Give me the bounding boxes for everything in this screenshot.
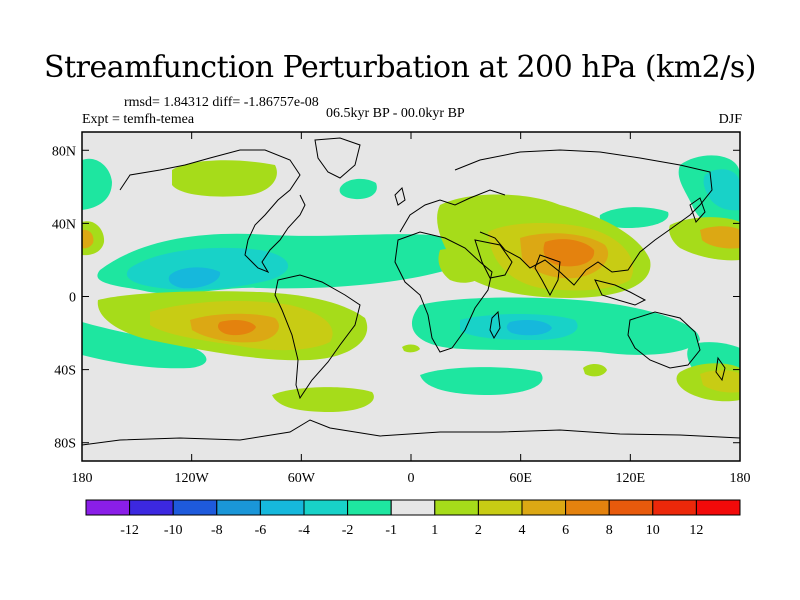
colorbar-label: 10 — [646, 523, 660, 538]
neg-region-tropical-pacific-center — [168, 267, 221, 289]
coastline-new-zealand — [715, 356, 726, 382]
coastlines — [82, 137, 740, 446]
x-tick-label: 180 — [730, 471, 751, 486]
pos-region-east-asia-jet-core — [700, 226, 740, 249]
colorbar-label: -1 — [385, 523, 397, 538]
coastline-north-america — [119, 149, 306, 274]
pos-region-north-america — [172, 160, 277, 197]
x-tick-label: 120E — [616, 471, 646, 486]
coastline-australia — [627, 311, 701, 369]
coastline-africa — [394, 231, 493, 353]
neg-region-south-indian-center — [506, 320, 552, 336]
colorbar-label: -10 — [164, 523, 183, 538]
colorbar-label: 6 — [562, 523, 569, 538]
colorbar-label: -4 — [298, 523, 310, 538]
colorbar-swatch — [390, 499, 436, 516]
pos-region-n-africa — [438, 248, 485, 283]
pos-region-south-indian-small — [583, 364, 607, 377]
colorbar-label: -2 — [342, 523, 354, 538]
x-tick-label: 180 — [72, 471, 93, 486]
colorbar-swatch — [85, 499, 131, 516]
coastline-antarctica — [82, 419, 740, 446]
colorbar-swatch — [216, 499, 261, 516]
colorbar-swatch — [172, 499, 218, 516]
neg-region-east-asia-core — [703, 169, 740, 211]
colorbar-swatch — [434, 499, 479, 516]
period-label: 06.5kyr BP - 00.0kyr BP — [326, 106, 465, 121]
colorbar-swatch — [608, 499, 654, 516]
x-tick-label: 0 — [408, 471, 415, 486]
neg-region-southern-ocean — [420, 367, 543, 395]
coastline-arabia — [474, 239, 513, 279]
y-tick-label: 80S — [54, 437, 76, 452]
y-tick-label: 0 — [69, 291, 76, 306]
contour-fields — [82, 155, 740, 412]
pos-region-west-pac-tropic-core — [82, 229, 94, 249]
pos-region-south-pacific-core — [218, 319, 256, 336]
pos-region-south-indian-small2 — [402, 344, 420, 353]
y-tick-label: 80N — [52, 144, 76, 159]
colorbar-label: -12 — [120, 523, 139, 538]
y-tick-label: 40S — [54, 364, 76, 379]
x-tick-label: 60E — [509, 471, 532, 486]
pos-region-south-atlantic — [272, 387, 374, 412]
colorbar-swatch — [347, 499, 392, 516]
colorbar-label: -8 — [211, 523, 223, 538]
experiment-label: Expt = temfh-temea — [82, 112, 195, 127]
colorbar-label: 4 — [519, 523, 526, 538]
colorbar-swatch — [129, 499, 174, 516]
coastline-india — [534, 254, 561, 297]
chart-title: Streamfunction Perturbation at 200 hPa (… — [44, 50, 756, 85]
pos-region-asia-core — [543, 239, 595, 267]
colorbar-label: 2 — [475, 523, 482, 538]
pos-region-australia-core — [700, 370, 740, 393]
coastline-japan — [689, 197, 706, 223]
x-axis-ticks: 180 120W 60W 0 60E 120E 180 — [72, 132, 751, 486]
stats-label: rmsd= 1.84312 diff= -1.86757e-08 — [124, 95, 319, 110]
y-tick-label: 40N — [52, 217, 76, 232]
colorbar-label: -6 — [255, 523, 267, 538]
coastline-eurasia — [454, 149, 713, 286]
colorbar-swatch — [565, 499, 610, 516]
colorbar-swatch — [695, 499, 741, 516]
neg-region-eurasia-north — [599, 207, 669, 228]
y-axis-ticks: 80N 40N 0 40S 80S — [52, 144, 740, 452]
coastline-greenland — [314, 137, 361, 179]
neg-region-atlantic-north — [339, 178, 377, 200]
coastline-madagascar — [489, 310, 501, 340]
colorbar-swatch — [477, 499, 523, 516]
neg-region-northpac — [82, 158, 112, 210]
colorbar-swatch — [259, 499, 305, 516]
colorbar-label: 12 — [689, 523, 703, 538]
coastline-europe — [399, 189, 506, 233]
coastline-southeast-asia — [594, 279, 647, 306]
colorbar-label: 8 — [606, 523, 613, 538]
x-tick-label: 120W — [175, 471, 210, 486]
coastline-south-america — [274, 274, 361, 400]
season-label: DJF — [718, 112, 742, 127]
coastline-uk — [394, 187, 406, 206]
colorbar: -12 -10 -8 -6 -4 -2 -1 1 2 4 6 8 10 12 — [85, 499, 741, 538]
colorbar-label: 1 — [431, 523, 438, 538]
colorbar-swatch — [303, 499, 349, 516]
colorbar-swatch — [521, 499, 567, 516]
neg-region-south-pac — [82, 322, 207, 369]
colorbar-swatch — [652, 499, 697, 516]
x-tick-label: 60W — [288, 471, 316, 486]
